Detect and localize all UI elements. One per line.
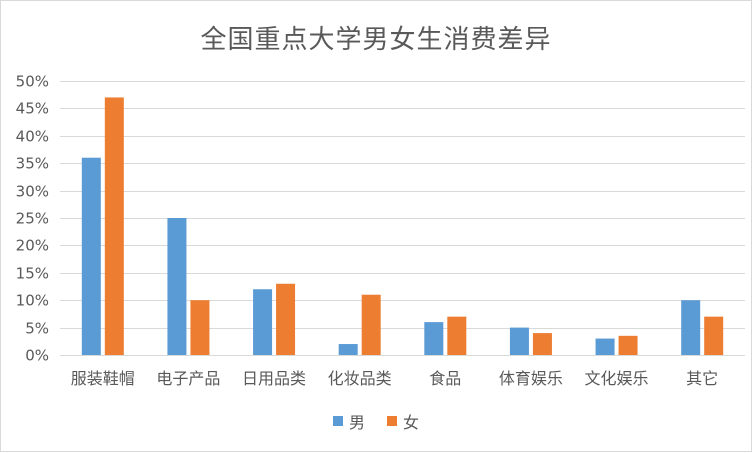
bar-male-6 — [595, 338, 615, 355]
bar-female-4 — [447, 316, 467, 355]
y-tick-label: 5% — [25, 320, 49, 338]
legend: 男 女 — [1, 409, 751, 433]
y-tick-label: 40% — [16, 128, 49, 146]
bar-female-5 — [532, 333, 552, 355]
x-category-label: 日用品类 — [242, 369, 306, 388]
bar-male-4 — [424, 322, 444, 355]
bar-female-3 — [361, 294, 381, 355]
legend-item-female: 女 — [387, 409, 419, 433]
bar-female-7 — [704, 316, 724, 355]
y-tick-label: 0% — [25, 347, 49, 365]
y-tick-label: 30% — [16, 183, 49, 201]
bar-female-6 — [618, 335, 638, 355]
y-tick-label: 20% — [16, 237, 49, 255]
x-category-label: 电子产品 — [156, 369, 220, 388]
y-tick-label: 35% — [16, 155, 49, 173]
bar-male-0 — [81, 157, 101, 355]
chart-title: 全国重点大学男女生消费差异 — [200, 25, 552, 55]
legend-label-male: 男 — [348, 413, 365, 432]
y-tick-label: 45% — [16, 100, 49, 118]
y-tick-label: 10% — [16, 292, 49, 310]
bar-female-1 — [190, 300, 210, 355]
bar-male-7 — [681, 300, 701, 355]
bar-male-5 — [509, 327, 529, 355]
x-category-label: 食品 — [429, 369, 461, 388]
y-tick-label: 50% — [16, 73, 49, 91]
legend-swatch-male — [332, 416, 343, 426]
bar-female-2 — [276, 283, 296, 355]
x-category-label: 化妆品类 — [328, 369, 392, 388]
x-category-label: 其它 — [686, 369, 718, 388]
bar-male-3 — [338, 344, 358, 355]
bar-male-1 — [167, 218, 187, 355]
legend-item-male: 男 — [332, 409, 365, 433]
bar-male-2 — [253, 289, 273, 355]
y-tick-label: 15% — [16, 265, 49, 283]
legend-label-female: 女 — [403, 413, 420, 432]
y-tick-label: 25% — [16, 210, 49, 228]
x-category-label: 服装鞋帽 — [71, 369, 135, 388]
legend-swatch-female — [387, 416, 397, 426]
x-category-label: 文化娱乐 — [585, 369, 649, 388]
x-category-label: 体育娱乐 — [499, 369, 563, 388]
bar-female-0 — [104, 97, 124, 355]
